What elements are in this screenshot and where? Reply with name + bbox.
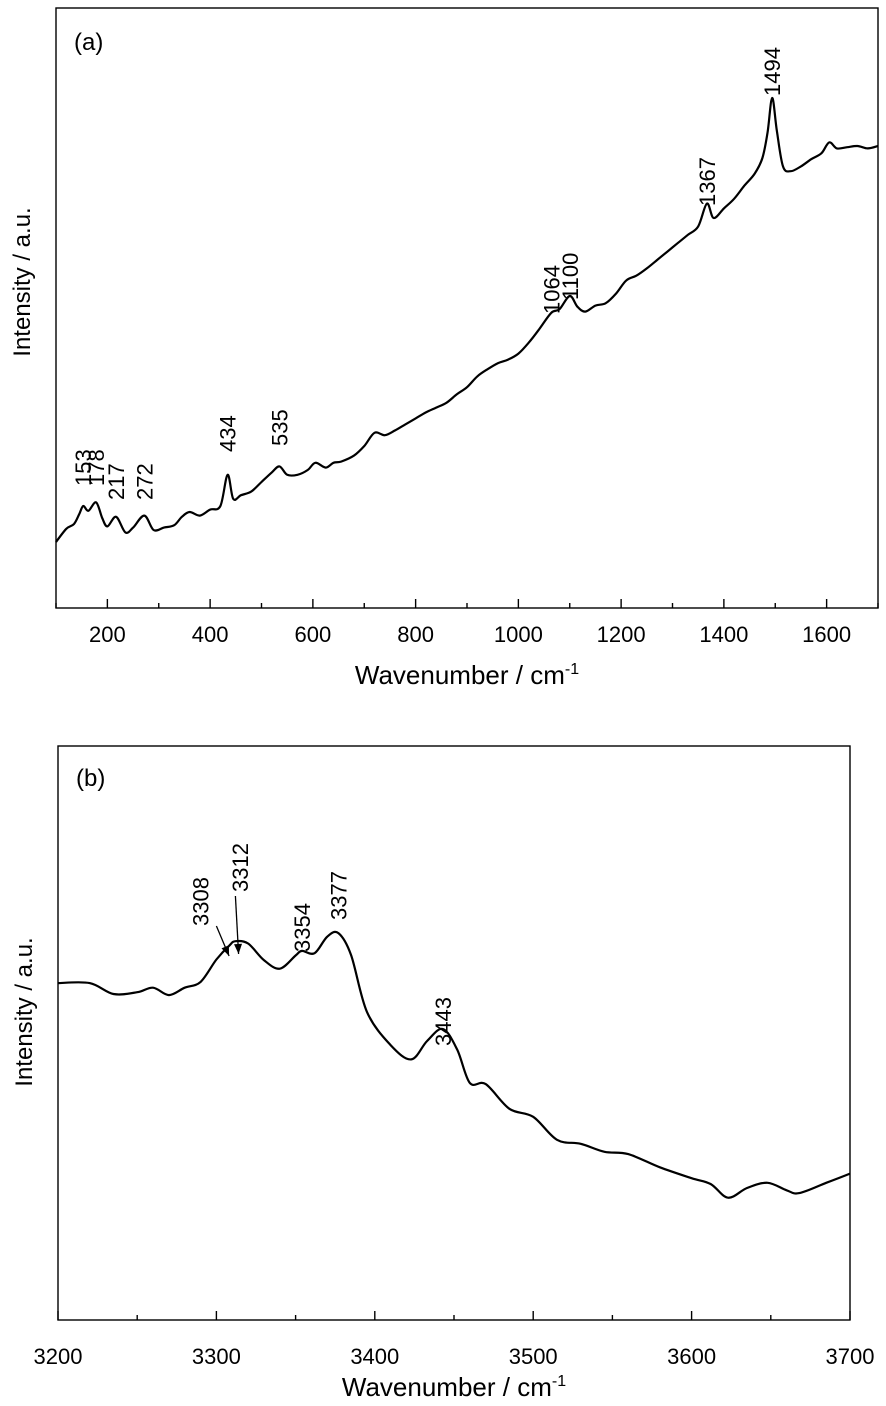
peak-label: 3377 [326, 871, 351, 920]
peak-label: 272 [132, 463, 157, 500]
panel-a-label: (a) [74, 29, 103, 56]
panel-a-xlabel-text: Wavenumber / cm [355, 660, 565, 690]
peak-label: 3308 [189, 877, 214, 926]
panel-b-xlabel-sup: -1 [552, 1373, 566, 1390]
peak-label: 3354 [290, 903, 315, 952]
x-tick-label: 3500 [509, 1344, 558, 1369]
x-tick-label: 3400 [350, 1344, 399, 1369]
peak-label: 3312 [228, 843, 253, 892]
x-tick-label: 1600 [802, 622, 851, 647]
x-tick-label: 400 [192, 622, 229, 647]
x-tick-label: 1200 [597, 622, 646, 647]
panel-b-x-tick-labels: 3200 3300 3400 3500 3600 3700 [34, 1344, 875, 1369]
peak-label: 178 [84, 449, 109, 486]
x-tick-label: 1400 [699, 622, 748, 647]
peak-label: 3443 [431, 997, 456, 1046]
panel-b-x-ticks [57, 1311, 851, 1320]
x-tick-label: 1000 [494, 622, 543, 647]
panel-b-peak-labels: 3308 3312 3354 3377 3443 [189, 843, 456, 1046]
peak-label: 153 [71, 449, 96, 486]
x-tick-label: 200 [89, 622, 126, 647]
panel-b-spectrum-line [57, 930, 851, 1199]
peak-label: 1100 [558, 253, 583, 300]
x-tick-label: 3200 [34, 1344, 83, 1369]
panel-b-xlabel: Wavenumber / cm-1 [342, 1372, 566, 1402]
panel-a-ylabel: Intensity / a.u. [9, 207, 36, 356]
panel-b-ylabel: Intensity / a.u. [11, 937, 38, 1086]
peak-label: 1064 [539, 265, 564, 314]
panel-a-x-tick-labels: 200 400 600 800 1000 1200 1400 1600 [89, 622, 851, 647]
x-tick-label: 3600 [667, 1344, 716, 1369]
panel-b-label: (b) [76, 765, 105, 792]
panel-b-arrows [215, 895, 243, 957]
x-tick-label: 3700 [826, 1344, 875, 1369]
panel-b-xlabel-text: Wavenumber / cm [342, 1372, 552, 1402]
x-tick-label: 3300 [192, 1344, 241, 1369]
peak-arrow-head [234, 943, 243, 954]
panel-a-spectrum-line [55, 96, 879, 543]
peak-label: 217 [104, 463, 129, 500]
peak-label: 535 [268, 409, 293, 446]
x-tick-label: 600 [295, 622, 332, 647]
peak-label: 1494 [760, 47, 785, 96]
panel-a-xlabel: Wavenumber / cm-1 [355, 660, 579, 690]
peak-arrow-head [221, 945, 230, 956]
peak-label: 434 [216, 415, 241, 452]
panel-b: 3200 3300 3400 3500 3600 3700 3308 3312 3354 337… [11, 745, 875, 1402]
panel-a-x-ticks [55, 599, 879, 608]
panel-a-xlabel-sup: -1 [565, 661, 579, 678]
x-tick-label: 800 [397, 622, 434, 647]
peak-label: 1367 [695, 157, 720, 206]
